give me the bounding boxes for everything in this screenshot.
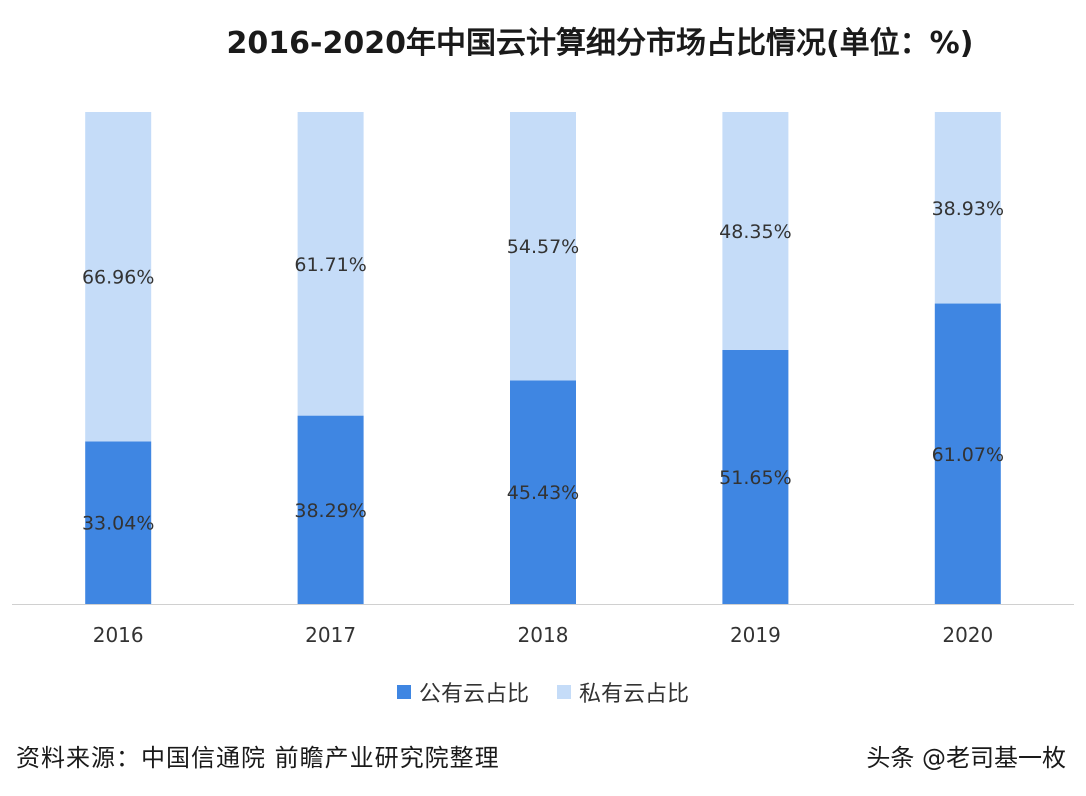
- bar-public-2018: [510, 380, 576, 604]
- chart-title: 2016-2020年中国云计算细分市场占比情况(单位：%): [226, 26, 974, 61]
- bar-public-2017: [297, 415, 364, 604]
- data-label-private-2016: 66.96%: [82, 267, 154, 289]
- data-label-private-2020: 38.93%: [932, 198, 1004, 220]
- x-tick-label-2016: 2016: [93, 623, 144, 647]
- bar-private-2020: [934, 112, 1001, 304]
- x-tick-labels: 2016 2017 2018 2019 2020: [93, 623, 994, 647]
- x-tick-label-2017: 2017: [305, 623, 356, 647]
- bar-public-2020: [934, 303, 1001, 604]
- bar-public-2019: [722, 349, 789, 604]
- bar-private-2017: [297, 112, 364, 416]
- legend-item-private: 私有云占比: [557, 676, 689, 708]
- bar-public-2016: [85, 441, 152, 604]
- data-label-private-2019: 48.35%: [719, 221, 791, 243]
- data-label-public-2019: 51.65%: [719, 467, 791, 489]
- legend-swatch-private: [557, 685, 571, 699]
- legend-swatch-public: [396, 685, 411, 699]
- watermark-text: 头条 @老司基一枚: [866, 744, 1066, 772]
- bars-group: 33.04% 66.96% 38.29% 61.71% 45.43% 54.57% 51.6…: [82, 112, 1004, 604]
- x-tick-label-2018: 2018: [518, 623, 569, 647]
- data-label-public-2020: 61.07%: [932, 444, 1004, 466]
- data-label-private-2017: 61.71%: [294, 254, 366, 276]
- legend: 公有云占比 私有云占比: [0, 676, 1086, 708]
- x-tick-label-2019: 2019: [730, 623, 781, 647]
- chart-plot: 33.04% 66.96% 38.29% 61.71% 45.43% 54.57% 51.6…: [12, 112, 1074, 647]
- data-label-public-2016: 33.04%: [82, 513, 154, 535]
- source-note: 资料来源：中国信通院 前瞻产业研究院整理: [16, 744, 500, 772]
- legend-item-public: 公有云占比: [396, 676, 529, 708]
- legend-label-private: 私有云占比: [579, 682, 690, 707]
- data-label-public-2018: 45.43%: [507, 482, 579, 504]
- data-label-public-2017: 38.29%: [294, 500, 366, 522]
- bar-private-2016: [85, 112, 152, 442]
- x-tick-label-2020: 2020: [942, 623, 993, 647]
- bar-private-2019: [722, 112, 789, 350]
- bar-private-2018: [510, 112, 576, 381]
- legend-label-public: 公有云占比: [418, 682, 529, 707]
- data-label-private-2018: 54.57%: [507, 236, 579, 258]
